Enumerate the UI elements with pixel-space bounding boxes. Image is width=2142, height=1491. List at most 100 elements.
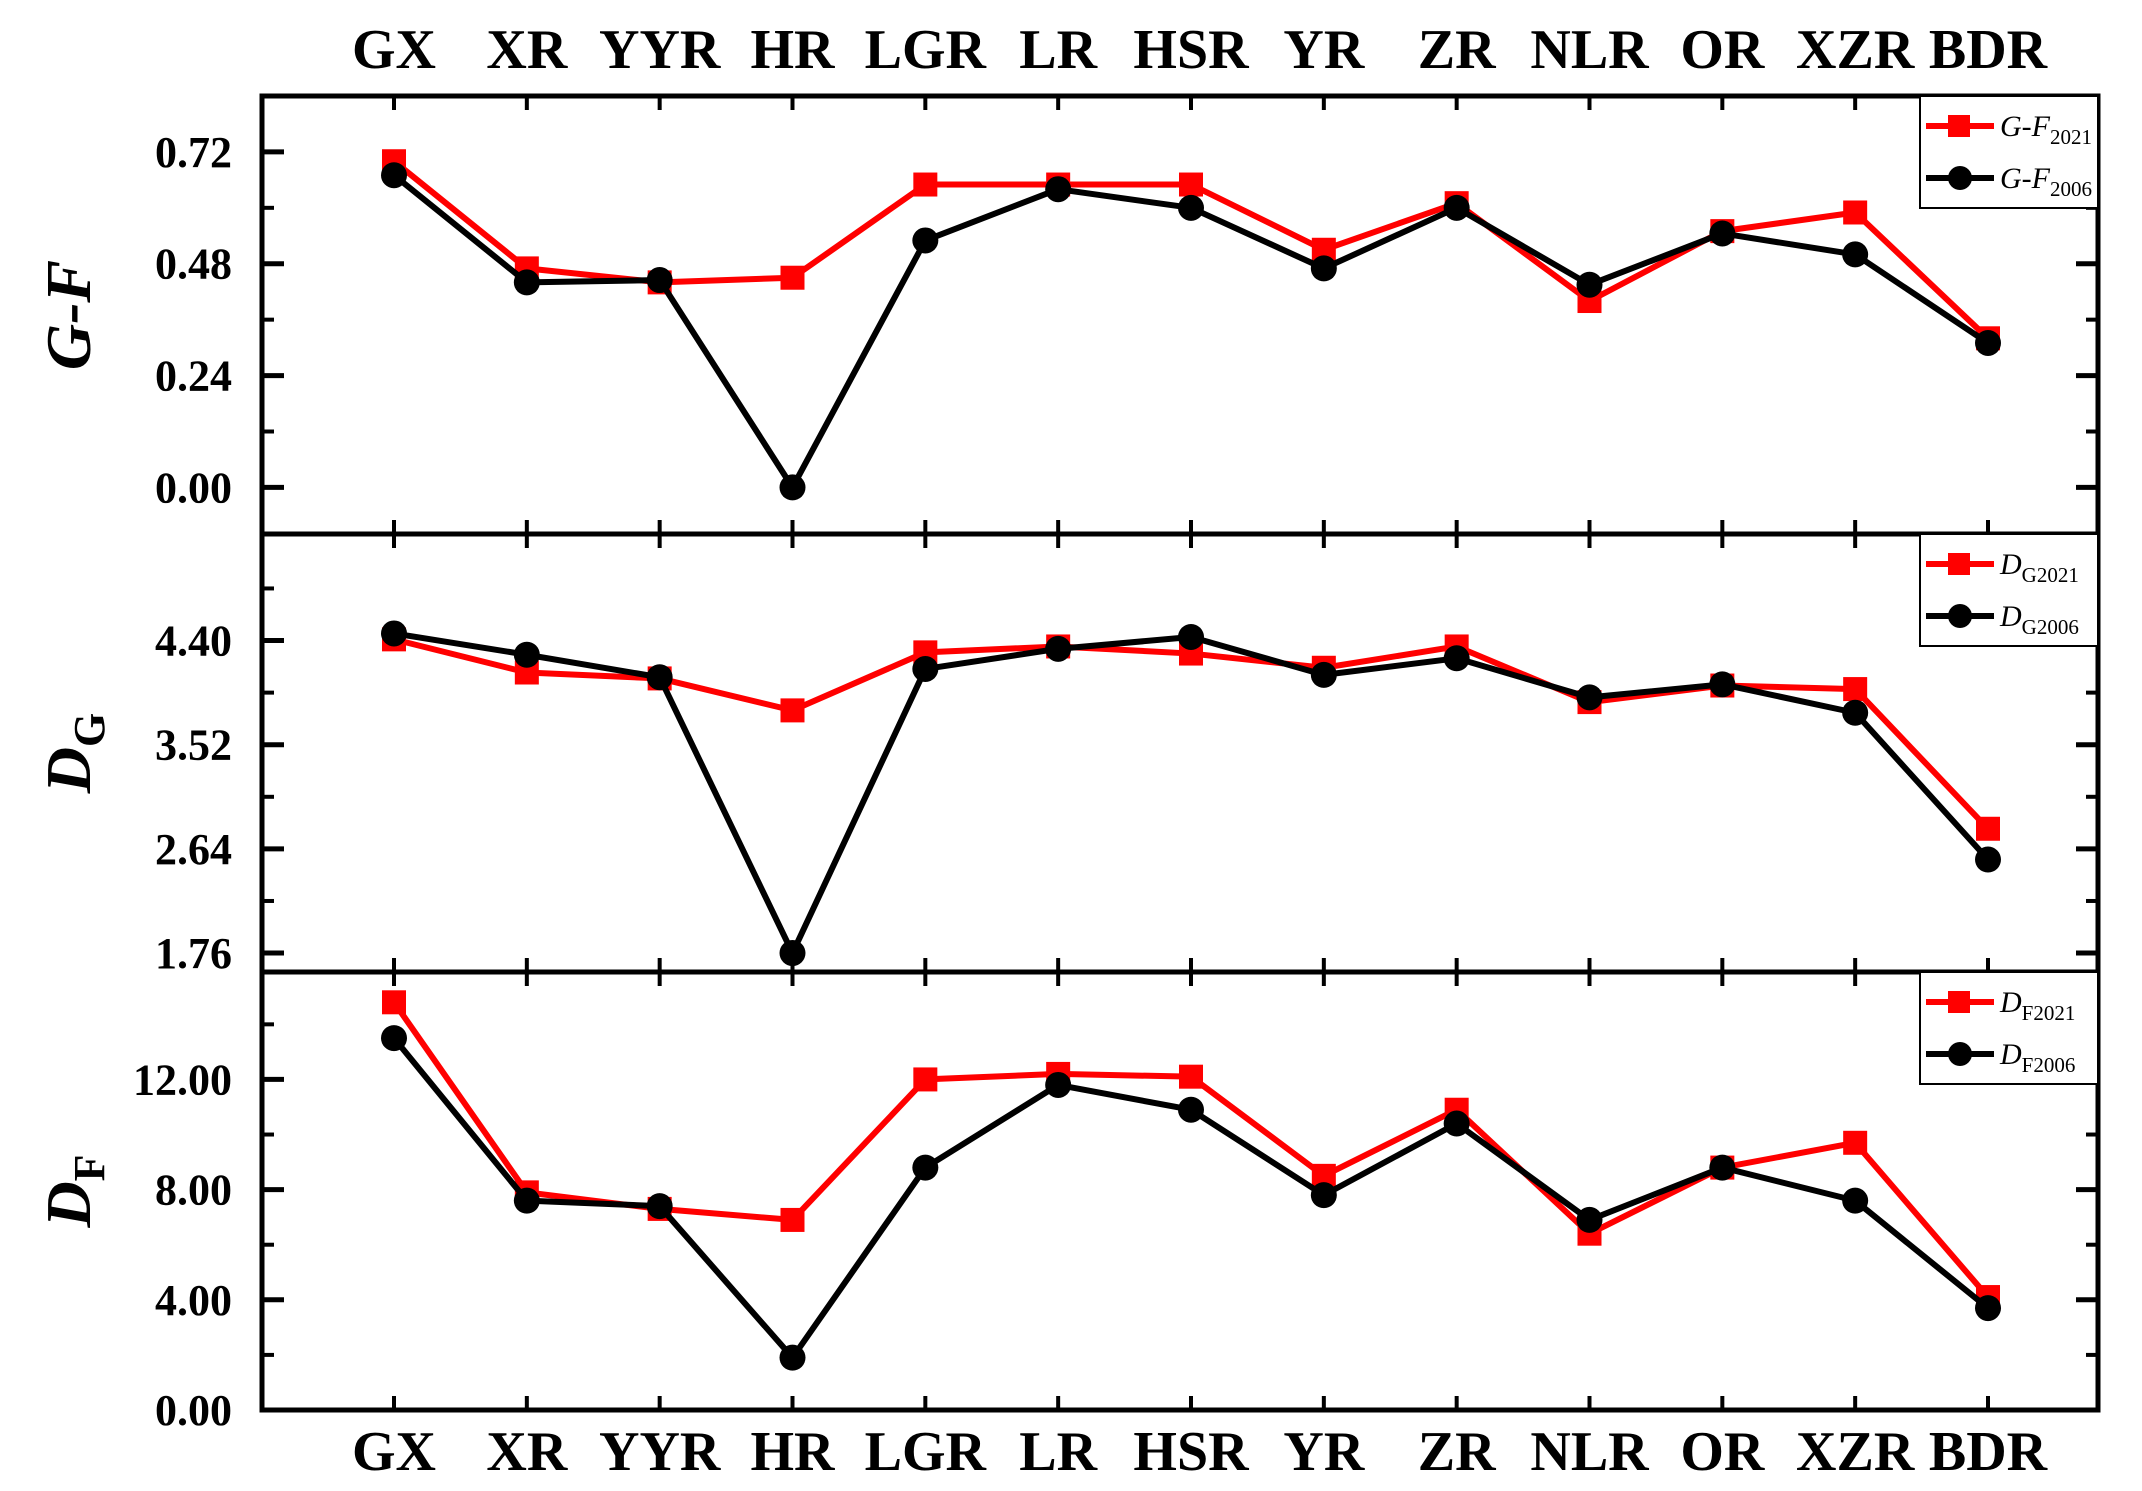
data-point-circle	[646, 1193, 673, 1220]
data-point-circle	[1045, 1071, 1072, 1098]
category-label-bottom: GX	[352, 1421, 436, 1483]
data-point-circle	[513, 641, 540, 668]
data-point-square	[780, 698, 805, 723]
data-point-circle	[1045, 176, 1072, 203]
category-label-bottom: XZR	[1796, 1421, 1915, 1483]
data-point-circle	[381, 162, 407, 189]
legend: DG2021 DG2006	[1919, 533, 2099, 647]
category-label-top: ZR	[1418, 19, 1496, 81]
data-point-circle	[1178, 1096, 1204, 1123]
category-label-top: LR	[1019, 19, 1097, 81]
y-axis-label: G-F	[33, 260, 104, 370]
series-line	[393, 630, 1991, 957]
category-label-top: OR	[1680, 19, 1765, 81]
category-label-bottom: NLR	[1530, 1421, 1649, 1483]
legend-marker-square	[1948, 553, 1970, 575]
data-point-circle	[1178, 623, 1204, 650]
data-point-circle	[1842, 1187, 1869, 1214]
y-axis-label-main: D	[33, 747, 104, 794]
series-d-f2021	[382, 990, 2000, 1310]
category-label-top: BDR	[1929, 19, 2048, 81]
data-point-circle	[513, 1187, 540, 1214]
data-point-square	[780, 265, 805, 290]
category-label-bottom: HR	[751, 1421, 836, 1483]
legend-label: DF2021	[1999, 986, 2075, 1025]
legend-marker-circle	[1948, 1042, 1972, 1066]
category-label-top: NLR	[1530, 19, 1649, 81]
data-point-square	[913, 1067, 938, 1092]
y-axis-label-sub: G	[65, 713, 114, 747]
category-label-top: LGR	[865, 19, 987, 81]
y-tick-label: 0.72	[155, 128, 232, 177]
data-point-circle	[1975, 329, 2001, 356]
data-point-circle	[1576, 1206, 1603, 1233]
legend-label-sub: G2021	[2022, 563, 2079, 587]
legend-label-main: G-F	[2000, 110, 2051, 143]
data-point-square	[1976, 816, 2000, 841]
data-point-circle	[646, 267, 673, 294]
bottom-category-labels: GX XR YYR HR LGR LR HSR YR ZR NLR OR XZR BDR	[352, 1421, 2048, 1483]
y-tick-label: 4.00	[155, 1276, 232, 1325]
legend-label: DG2021	[1999, 548, 2079, 587]
y-axis-label-sub: F	[65, 1154, 114, 1181]
legend-label-sub: G2006	[2022, 615, 2079, 639]
category-label-bottom: YR	[1283, 1421, 1364, 1483]
category-label-top: XR	[486, 19, 567, 81]
data-point-circle	[1709, 671, 1736, 698]
data-point-square	[1179, 1064, 1203, 1089]
y-tick-label: 8.00	[155, 1166, 232, 1215]
legend-label: DG2006	[1999, 600, 2079, 639]
data-point-circle	[381, 620, 407, 647]
data-point-circle	[779, 940, 806, 967]
data-point-circle	[1842, 699, 1869, 726]
series-g-f-2021	[382, 149, 2000, 351]
category-label-top: XZR	[1796, 19, 1915, 81]
y-ticks: 1.76 2.64 3.52 4.40	[155, 534, 2098, 978]
data-point-square	[1843, 200, 1868, 225]
legend-label: G-F2021	[2000, 110, 2092, 149]
series-line	[391, 1000, 1991, 1300]
data-point-circle	[1842, 241, 1869, 268]
series-g-f-2006	[381, 162, 2001, 501]
series-line	[393, 636, 1991, 831]
category-label-top: YR	[1283, 19, 1364, 81]
legend-label: DF2006	[1999, 1038, 2075, 1077]
data-point-square	[780, 1207, 805, 1232]
legend-box	[1919, 95, 2099, 209]
y-tick-label: 1.76	[155, 929, 232, 978]
data-point-square	[1843, 677, 1868, 702]
series-d-f2006	[381, 1025, 2001, 1371]
series-d-g2006	[381, 620, 2001, 967]
data-point-circle	[1045, 635, 1072, 662]
y-tick-label: 3.52	[155, 721, 232, 770]
y-ticks: 0.00 0.24 0.48 0.72	[155, 96, 2098, 534]
y-axis-label-main: D	[33, 1181, 104, 1228]
legend-label-sub: 2006	[2050, 177, 2092, 201]
category-label-top: YYR	[599, 19, 721, 81]
legend: DF2021 DF2006	[1919, 971, 2099, 1085]
legend-marker-square	[1948, 991, 1970, 1013]
category-label-bottom: BDR	[1929, 1421, 2048, 1483]
data-point-circle	[1443, 1110, 1470, 1137]
data-point-square	[1179, 172, 1203, 197]
data-point-circle	[1310, 661, 1337, 688]
category-label-bottom: LR	[1019, 1421, 1097, 1483]
legend-marker-square	[1948, 115, 1970, 137]
category-label-top: HSR	[1133, 19, 1249, 81]
y-tick-label: 0.00	[155, 1386, 232, 1435]
series-d-g2021	[382, 627, 2000, 841]
data-point-circle	[381, 1025, 407, 1052]
legend-label-sub: F2006	[2022, 1053, 2076, 1077]
data-point-circle	[1975, 846, 2001, 873]
y-tick-label: 12.00	[133, 1055, 232, 1104]
y-axis-label: DG	[33, 713, 114, 794]
top-category-labels: GX XR YYR HR LGR LR HSR YR ZR NLR OR XZR BDR	[352, 19, 2048, 81]
legend-label-main: D	[1999, 600, 2022, 633]
data-point-square	[1843, 1130, 1868, 1155]
legend-label-main: G-F	[2000, 162, 2051, 195]
data-point-circle	[1576, 271, 1603, 298]
